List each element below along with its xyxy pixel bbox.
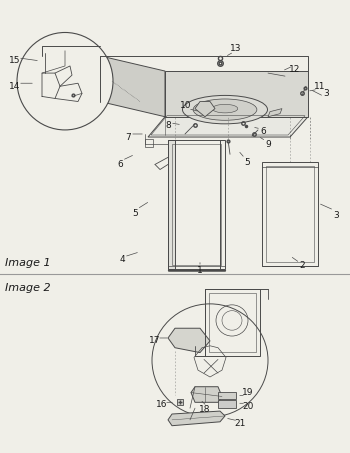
Bar	[145, 139, 153, 147]
Text: 19: 19	[242, 388, 254, 397]
Text: 18: 18	[199, 405, 211, 414]
Text: 6: 6	[260, 127, 266, 136]
Text: 20: 20	[242, 402, 254, 411]
Text: 5: 5	[244, 158, 250, 167]
Text: 21: 21	[234, 419, 246, 428]
Polygon shape	[268, 109, 282, 117]
Polygon shape	[195, 101, 215, 117]
Text: 8: 8	[165, 121, 171, 130]
Text: 9: 9	[265, 140, 271, 149]
Text: 5: 5	[132, 209, 138, 217]
Text: 13: 13	[230, 44, 242, 53]
Ellipse shape	[182, 96, 267, 124]
Polygon shape	[191, 387, 222, 402]
Text: 10: 10	[180, 101, 192, 110]
Text: 16: 16	[156, 400, 168, 409]
Text: 3: 3	[323, 89, 329, 98]
Text: 4: 4	[119, 255, 125, 265]
Text: 1: 1	[197, 265, 203, 275]
Text: 14: 14	[9, 82, 21, 91]
Ellipse shape	[212, 104, 238, 113]
Bar	[218, 400, 236, 408]
Polygon shape	[165, 71, 308, 117]
Bar	[218, 391, 236, 400]
Text: 15: 15	[9, 57, 21, 65]
Text: Image 2: Image 2	[5, 284, 51, 294]
Text: 12: 12	[289, 64, 301, 73]
Polygon shape	[148, 117, 308, 137]
Text: 6: 6	[117, 160, 123, 169]
Polygon shape	[168, 328, 210, 352]
Text: 17: 17	[149, 337, 161, 345]
Text: 7: 7	[125, 133, 131, 141]
Polygon shape	[168, 140, 175, 269]
Circle shape	[17, 33, 113, 130]
Text: 11: 11	[314, 82, 326, 91]
Text: 2: 2	[299, 261, 305, 270]
Text: 3: 3	[333, 211, 339, 220]
Text: Image 1: Image 1	[5, 258, 51, 268]
Polygon shape	[168, 411, 225, 426]
Ellipse shape	[193, 99, 257, 120]
Polygon shape	[100, 56, 165, 117]
